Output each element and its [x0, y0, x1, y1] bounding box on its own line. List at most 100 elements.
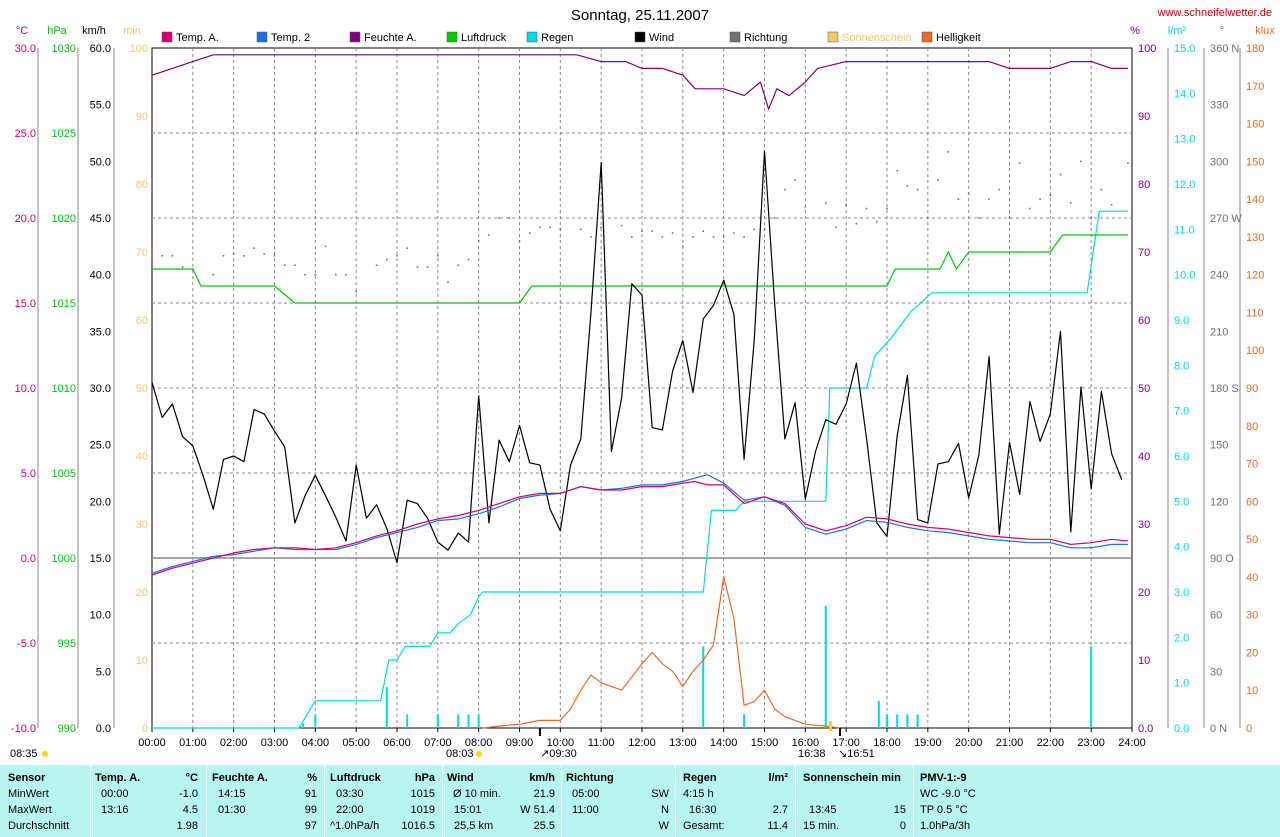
direction-point	[886, 207, 888, 210]
axis-tick-label: 1005	[52, 468, 76, 480]
wind-unit: km/h	[529, 772, 555, 784]
direction-point	[396, 254, 398, 257]
temp-unit: °C	[185, 772, 198, 784]
axis-tick-label: 100	[1138, 43, 1156, 55]
wind-min-label: Ø 10 min.	[453, 788, 501, 800]
rain-max: 2.7	[772, 804, 788, 816]
stats-wind: Wind km/h Ø 10 min. 21.9 15:01 W 51.4 25…	[443, 765, 561, 837]
sunshine-end: 16:38	[798, 748, 826, 760]
rain-max-time: 16:30	[689, 804, 717, 816]
x-tick-label: 10:00	[547, 737, 575, 749]
direction-point	[590, 236, 592, 238]
direction-point	[222, 254, 225, 257]
chart-title: Sonntag, 25.11.2007	[571, 7, 709, 24]
x-tick-label: 02:00	[220, 737, 248, 749]
site-url: www.schneifelwetter.de	[1157, 7, 1272, 19]
direction-point	[712, 236, 715, 238]
legend-label: Sonnenschein	[842, 32, 912, 44]
statistics-panel: Sensor MinWert MaxWert Durchschnitt Temp…	[0, 765, 1280, 837]
stats-sensor: Sensor MinWert MaxWert Durchschnitt	[0, 765, 90, 837]
axis-tick-label: 40	[136, 451, 148, 463]
x-tick-label: 16:00	[792, 737, 820, 749]
x-tick-label: 05:00	[342, 737, 370, 749]
direction-point	[498, 217, 500, 219]
stats-sunshine: Sonnenschein min 13:45 15 15 min. 0	[796, 765, 913, 837]
direction-point	[773, 217, 776, 219]
stats-pmv: PMV-1:-9 WC -9.0 °C TP 0.5 °C 1.0hPa/3h	[914, 765, 1034, 837]
rain-duration: 4:15 h	[683, 788, 714, 800]
axis-tick-label: 5.0	[1174, 496, 1189, 508]
wind-dist: 25,5 km	[454, 820, 494, 832]
axis-tick-label: 90	[1246, 383, 1258, 395]
axis-tick-label: 160	[1246, 119, 1264, 131]
sun-icon	[42, 751, 48, 757]
hum-avg: 97	[304, 820, 317, 832]
direction-point	[978, 217, 980, 219]
wind-max: W 51.4	[520, 804, 555, 816]
legend-swatch	[256, 31, 268, 43]
axis-tick-label: 5.0	[21, 468, 36, 480]
direction-point	[181, 266, 184, 268]
hum-unit: %	[307, 772, 317, 784]
direction-point	[947, 151, 950, 153]
x-tick-label: 20:00	[955, 737, 983, 749]
x-tick-label: 18:00	[873, 737, 901, 749]
x-tick-label: 03:00	[261, 737, 289, 749]
direction-point	[1059, 173, 1062, 176]
axis-tick-label: 1.0	[1174, 678, 1189, 690]
x-tick-label: 23:00	[1077, 737, 1105, 749]
axis-tick-label: 0.0	[1138, 723, 1153, 735]
direction-point	[1080, 160, 1082, 163]
axis-tick-label: 80	[136, 179, 148, 191]
direction-point	[1018, 162, 1021, 165]
legend-swatch	[634, 31, 646, 43]
direction-point	[733, 232, 735, 234]
x-tick-label: 17:00	[832, 737, 860, 749]
legend-label: Feuchte A.	[364, 32, 417, 44]
axis-unit: %	[1130, 25, 1140, 37]
legend-label: Regen	[541, 32, 573, 44]
axis-unit: hPa	[47, 25, 67, 37]
axis-tick-label: 15.0	[90, 553, 111, 565]
axis-tick-label: 30	[136, 519, 148, 531]
sun-icon	[476, 751, 482, 757]
hum-min: 91	[304, 788, 317, 800]
axis-tick-label: 150	[1210, 440, 1228, 452]
wind-header: Wind	[447, 772, 474, 784]
axis-unit: klux	[1255, 25, 1275, 37]
pmv-trend: 1.0hPa/3h	[920, 820, 971, 832]
axis-tick-label: 30	[1138, 519, 1150, 531]
direction-point	[804, 205, 807, 208]
legend-swatch	[446, 31, 458, 43]
dir-min-time: 05:00	[572, 788, 600, 800]
legend-label: Temp. A.	[176, 32, 219, 44]
axis-tick-label: 130	[1246, 232, 1264, 244]
legend-label: Temp. 2	[271, 32, 310, 44]
sun-r3: 0	[899, 820, 906, 832]
row-label-max: MaxWert	[8, 804, 52, 816]
direction-point	[896, 169, 899, 172]
axis-tick-label: 9.0	[1174, 315, 1189, 327]
direction-point	[488, 234, 490, 236]
pmv-tp: TP 0.5 °C	[920, 804, 968, 816]
direction-point	[1049, 194, 1052, 197]
direction-point	[702, 230, 705, 233]
temp-header: Temp. A.	[95, 772, 141, 784]
axis-tick-label: 140	[1246, 194, 1264, 206]
pmv-wc: WC -9.0 °C	[920, 788, 976, 800]
direction-point	[253, 247, 255, 250]
direction-point	[927, 217, 929, 219]
dir-header: Richtung	[566, 772, 614, 784]
direction-point	[518, 239, 521, 242]
axis-unit: min	[123, 25, 141, 37]
axis-tick-label: 1010	[52, 383, 76, 395]
direction-point	[692, 236, 694, 238]
direction-point	[865, 207, 868, 210]
sunset-time: ↘16:51	[838, 748, 875, 760]
dir-min: SW	[651, 788, 669, 800]
direction-point	[375, 264, 378, 267]
axis-tick-label: 360 N	[1210, 43, 1239, 55]
axis-tick-label: 10.0	[90, 610, 111, 622]
axis-tick-label: 0	[1246, 723, 1252, 735]
axis-tick-label: 30.0	[15, 43, 36, 55]
